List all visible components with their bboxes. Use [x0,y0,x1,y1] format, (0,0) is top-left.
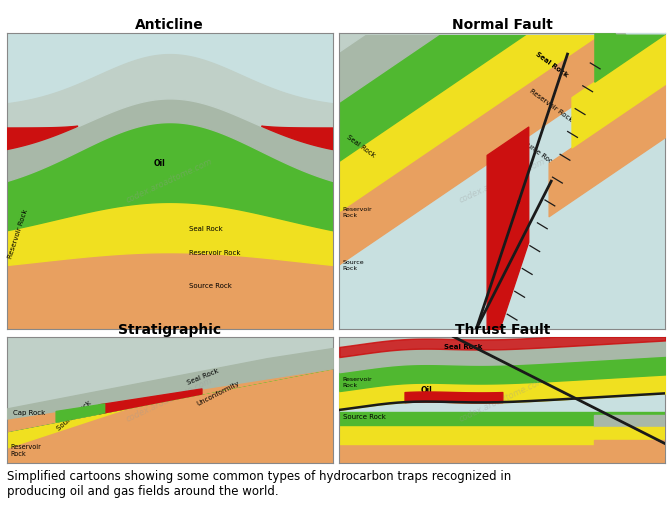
Text: Reservoir
Rock: Reservoir Rock [343,207,372,217]
Text: Oil: Oil [111,402,123,412]
Text: Seal Rock: Seal Rock [186,368,220,386]
Title: Normal Fault: Normal Fault [452,18,553,32]
Polygon shape [593,440,665,456]
Title: Thrust Fault: Thrust Fault [455,323,550,337]
Text: Reservoir
Rock: Reservoir Rock [10,444,41,457]
Text: Reservoir
Rock: Reservoir Rock [595,426,623,437]
Text: Source Rock: Source Rock [595,451,634,456]
Text: Source Rock: Source Rock [190,283,232,288]
Text: Seal Rock: Seal Rock [444,344,482,350]
Text: Source Rock: Source Rock [56,400,92,432]
Title: Stratigraphic: Stratigraphic [118,323,221,337]
Text: Reservoir Rock: Reservoir Rock [528,88,574,123]
Text: Source Rock: Source Rock [519,137,557,168]
Text: Reservoir
Rock: Reservoir Rock [343,377,372,388]
Text: Oil: Oil [153,159,165,169]
Text: codex.aroadtome.com: codex.aroadtome.com [458,157,547,205]
Text: Oil: Oil [421,387,433,395]
Polygon shape [593,427,665,440]
Text: Unconformity: Unconformity [196,380,241,407]
Text: Cap Rock: Cap Rock [13,410,46,416]
Polygon shape [593,415,665,427]
Text: Seal Rock: Seal Rock [346,134,377,158]
Text: Seal Rock: Seal Rock [535,51,569,79]
Text: Seal Rock: Seal Rock [190,227,223,232]
Text: Source
Rock: Source Rock [343,260,364,271]
Text: Cap Rock: Cap Rock [595,416,624,421]
Text: Simplified cartoons showing some common types of hydrocarbon traps recognized in: Simplified cartoons showing some common … [7,470,511,498]
Text: codex.aroadtome.com: codex.aroadtome.com [458,376,547,424]
Text: codex.aroadtome.com: codex.aroadtome.com [125,157,214,205]
Text: Reservoir Rock: Reservoir Rock [7,209,29,260]
Text: codex.aroadtome.com: codex.aroadtome.com [125,376,214,424]
Text: Source Rock: Source Rock [343,414,386,419]
Text: Reservoir Rock: Reservoir Rock [190,250,241,256]
Title: Anticline: Anticline [135,18,204,32]
